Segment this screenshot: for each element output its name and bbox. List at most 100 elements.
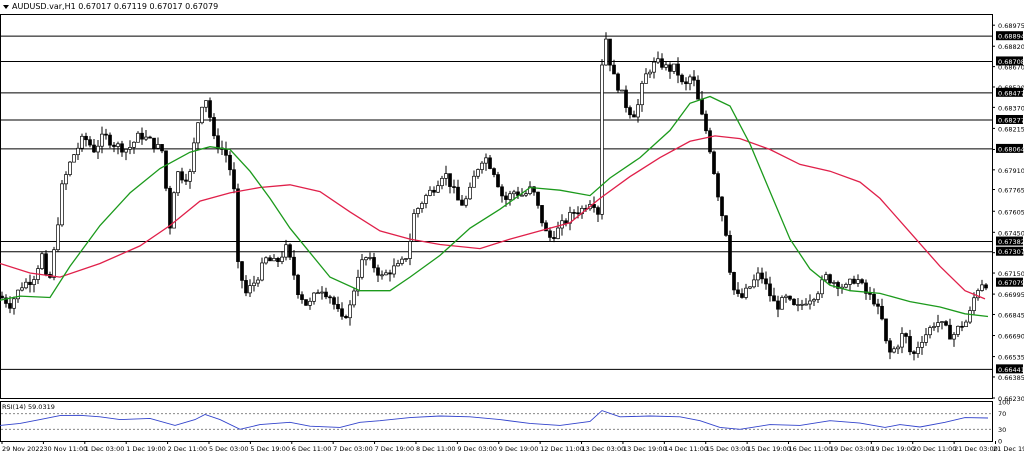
candle-body — [708, 130, 712, 153]
candle-body — [500, 186, 504, 197]
level-label-0-box — [996, 31, 1023, 41]
candle-body — [40, 253, 44, 269]
candle-body — [240, 261, 244, 281]
candle-body — [288, 244, 292, 258]
candle-body — [472, 175, 476, 188]
candle-body — [956, 325, 960, 335]
candle-body — [4, 297, 8, 304]
candle-body — [628, 107, 632, 116]
candle-body — [456, 186, 460, 201]
candle-body — [808, 300, 812, 305]
candle-body — [720, 196, 724, 217]
candle-body — [692, 76, 696, 81]
candle-body — [680, 74, 684, 83]
level-label-5: 0.67382 — [998, 238, 1024, 246]
candle-body — [948, 324, 952, 340]
candle-body — [668, 64, 672, 72]
candle-body — [372, 257, 376, 269]
rsi-label: RSI(14) 59.0319 — [2, 403, 55, 411]
candle-body — [448, 173, 452, 187]
candle-body — [356, 276, 360, 292]
candle-body — [312, 292, 316, 302]
candle-body — [876, 303, 880, 307]
candle-body — [152, 137, 156, 149]
x-tick-label: 16 Dec 11:00 — [789, 445, 833, 453]
candle-body — [44, 253, 48, 275]
x-tick-label: 7 Dec 03:00 — [333, 445, 373, 453]
candle-body — [540, 205, 544, 224]
y-tick-label: 0.66690 — [998, 333, 1024, 341]
candle-body — [616, 73, 620, 91]
candle-body — [984, 284, 988, 289]
candle-body — [964, 321, 968, 328]
candle-body — [480, 162, 484, 170]
candle-body — [268, 257, 272, 262]
level-label-7-box — [996, 364, 1023, 374]
candle-body — [428, 189, 432, 196]
y-tick-label: 0.66535 — [998, 354, 1024, 362]
candle-body — [888, 340, 892, 353]
candle-body — [60, 183, 64, 226]
x-tick-label: 15 Dec 19:00 — [747, 445, 791, 453]
candle-body — [468, 186, 472, 200]
dropdown-triangle-icon[interactable] — [3, 5, 9, 9]
y-tick-label: 0.68215 — [998, 125, 1024, 133]
candle-body — [512, 191, 516, 195]
candle-body — [136, 132, 140, 143]
candle-body — [204, 100, 208, 108]
candle-body — [364, 257, 368, 261]
x-tick-label: 6 Dec 11:00 — [292, 445, 332, 453]
candle-body — [332, 297, 336, 305]
x-tick-label: 9 Dec 03:00 — [457, 445, 497, 453]
candle-body — [316, 292, 320, 295]
candle-body — [552, 237, 556, 239]
candle-body — [600, 64, 604, 215]
ma-fast-line — [0, 95, 989, 318]
candle-body — [424, 195, 428, 204]
x-tick-label: 21 Dec 03:00 — [954, 445, 998, 453]
candle-body — [740, 293, 744, 298]
candle-body — [12, 298, 16, 309]
level-labels-layer: 0.68894 0.68708 0.68477 0.68277 0.68064 0.673… — [996, 31, 1024, 374]
x-tick-label: 7 Dec 19:00 — [375, 445, 415, 453]
y-tick-label: 0.67450 — [998, 229, 1024, 237]
candle-body — [484, 157, 488, 164]
candle-body — [796, 304, 800, 306]
candle-body — [772, 295, 776, 302]
candle-body — [596, 207, 600, 215]
candle-body — [92, 144, 96, 153]
x-tick-label: 2 Dec 11:00 — [168, 445, 208, 453]
candle-body — [344, 315, 348, 319]
candle-body — [712, 151, 716, 174]
candle-body — [884, 318, 888, 342]
candle-body — [760, 272, 764, 280]
candle-body — [476, 169, 480, 177]
candle-body — [564, 220, 568, 224]
level-label-3: 0.68277 — [998, 116, 1024, 124]
candle-body — [124, 148, 128, 153]
candle-body — [184, 179, 188, 182]
candle-body — [520, 194, 524, 197]
candle-body — [672, 63, 676, 72]
candle-body — [980, 284, 984, 291]
candle-body — [172, 192, 176, 229]
candle-body — [496, 174, 500, 188]
candle-body — [724, 215, 728, 236]
candle-body — [408, 241, 412, 259]
candle-body — [620, 89, 624, 92]
candle-body — [812, 299, 816, 302]
candle-body — [144, 136, 148, 140]
candle-body — [696, 79, 700, 100]
level-label-1-box — [996, 56, 1023, 66]
candle-body — [260, 262, 264, 281]
candle-body — [252, 282, 256, 286]
x-tick-label: 15 Dec 03:00 — [706, 445, 750, 453]
y-tick-label: 0.66995 — [998, 291, 1024, 299]
candle-body — [932, 326, 936, 328]
rsi-tick-label: 30 — [998, 426, 1006, 434]
candle-body — [780, 297, 784, 310]
candle-body — [300, 294, 304, 300]
candle-body — [848, 278, 852, 285]
candle-body — [64, 174, 68, 185]
candle-body — [120, 143, 124, 153]
